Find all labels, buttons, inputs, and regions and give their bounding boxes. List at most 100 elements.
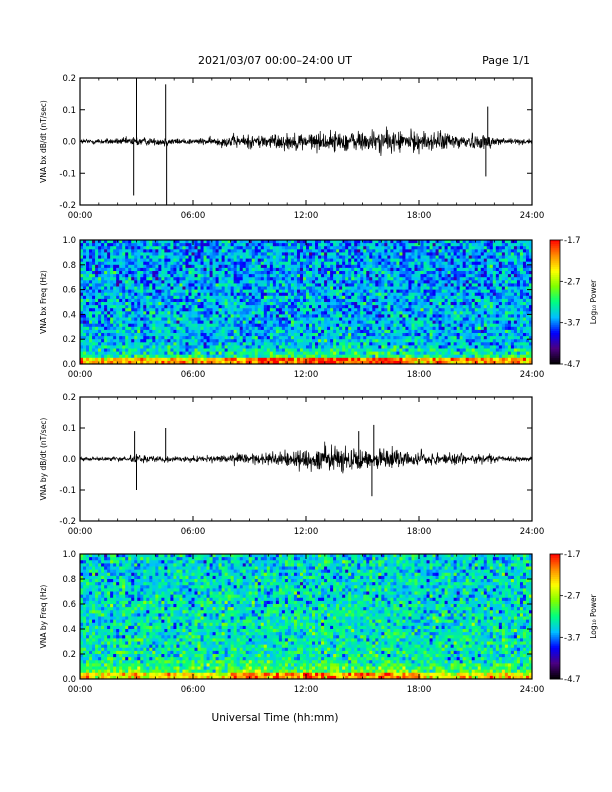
spectrogram-cell bbox=[396, 264, 400, 269]
spectrogram-cell bbox=[423, 336, 427, 340]
spectrogram-cell bbox=[191, 292, 195, 297]
spectrogram-cell bbox=[110, 249, 114, 253]
spectrogram-cell bbox=[411, 348, 415, 352]
spectrogram-cell bbox=[287, 302, 292, 306]
spectrogram-cell bbox=[339, 336, 343, 340]
spectrogram-cell bbox=[116, 336, 120, 340]
spectrogram-cell bbox=[318, 351, 322, 356]
spectrogram-cell bbox=[152, 274, 156, 278]
spectrogram-cell bbox=[333, 261, 337, 266]
spectrogram-cell bbox=[143, 320, 147, 325]
spectrogram-cell bbox=[381, 329, 385, 334]
spectrogram-cell bbox=[236, 255, 241, 259]
spectrogram-cell bbox=[245, 274, 250, 278]
spectrogram-cell bbox=[224, 354, 229, 359]
spectrogram-cell bbox=[342, 289, 346, 294]
spectrogram-cell bbox=[272, 336, 277, 340]
spectrogram-cell bbox=[432, 280, 436, 284]
spectrogram-cell bbox=[170, 311, 174, 315]
spectrogram-cell bbox=[116, 351, 120, 356]
spectrogram-cell bbox=[275, 240, 280, 244]
spectrogram-cell bbox=[218, 311, 223, 315]
spectrogram-cell bbox=[327, 292, 331, 297]
spectrogram-cell bbox=[260, 323, 265, 328]
spectrogram-cell bbox=[339, 258, 343, 263]
spectrogram-cell bbox=[83, 295, 87, 300]
spectrogram-cell bbox=[423, 326, 427, 331]
spectrogram-cell bbox=[327, 255, 331, 259]
spectrogram-cell bbox=[309, 246, 313, 250]
spectrogram-cell bbox=[101, 292, 105, 297]
spectrogram-cell bbox=[278, 351, 283, 356]
spectrogram-cell bbox=[83, 360, 87, 365]
spectrogram-cell bbox=[405, 277, 409, 281]
spectrogram-cell bbox=[134, 283, 138, 287]
spectrogram-cell bbox=[269, 302, 274, 306]
spectrogram-cell bbox=[321, 336, 325, 340]
spectrogram-cell bbox=[432, 326, 436, 331]
spectrogram-cell bbox=[245, 289, 250, 294]
spectrogram-cell bbox=[197, 302, 201, 306]
spectrogram-cell bbox=[399, 261, 403, 266]
spectrogram-cell bbox=[119, 333, 123, 337]
spectrogram-cell bbox=[86, 345, 90, 349]
spectrogram-cell bbox=[176, 243, 180, 247]
spectrogram-cell bbox=[131, 320, 135, 325]
spectrogram-cell bbox=[435, 354, 439, 359]
spectrogram-cell bbox=[101, 271, 105, 275]
spectrogram-cell bbox=[83, 357, 87, 362]
spectrogram-cell bbox=[351, 323, 355, 328]
spectrogram-cell bbox=[284, 298, 289, 303]
spectrogram-cell bbox=[366, 348, 370, 352]
spectrogram-cell bbox=[242, 255, 247, 259]
spectrogram-cell bbox=[86, 339, 90, 343]
spectrogram-cell bbox=[107, 320, 111, 325]
spectrogram-cell bbox=[293, 295, 298, 300]
spectrogram-cell bbox=[233, 271, 238, 275]
spectrogram-cell bbox=[278, 311, 283, 315]
spectrogram-cell bbox=[345, 342, 349, 346]
spectrogram-cell bbox=[140, 317, 144, 321]
spectrogram-cell bbox=[185, 354, 189, 359]
spectrogram-cell bbox=[101, 342, 105, 346]
spectrogram-cell bbox=[348, 252, 352, 256]
spectrogram-cell bbox=[396, 252, 400, 256]
spectrogram-cell bbox=[378, 308, 382, 312]
spectrogram-cell bbox=[239, 298, 244, 303]
spectrogram-cell bbox=[324, 351, 328, 356]
spectrogram-cell bbox=[435, 336, 439, 340]
spectrogram-cell bbox=[339, 308, 343, 312]
spectrogram-cell bbox=[119, 246, 123, 250]
spectrogram-cell bbox=[248, 326, 253, 331]
spectrogram-cell bbox=[113, 326, 117, 331]
spectrogram-cell bbox=[110, 320, 114, 325]
spectrogram-cell bbox=[296, 261, 301, 266]
spectrogram-cell bbox=[224, 267, 229, 272]
spectrogram-cell bbox=[375, 286, 379, 290]
spectrogram-cell bbox=[306, 348, 310, 352]
spectrogram-cell bbox=[381, 336, 385, 340]
spectrogram-cell bbox=[221, 339, 226, 343]
spectrogram-cell bbox=[158, 249, 162, 253]
spectrogram-cell bbox=[438, 317, 442, 321]
spectrogram-cell bbox=[146, 240, 150, 244]
spectrogram-cell bbox=[336, 314, 340, 318]
spectrogram-cell bbox=[128, 348, 132, 352]
spectrogram-cell bbox=[278, 314, 283, 318]
spectrogram-cell bbox=[426, 305, 430, 309]
spectrogram-cell bbox=[354, 339, 358, 343]
spectrogram-cell bbox=[375, 323, 379, 328]
spectrogram-cell bbox=[176, 292, 180, 297]
spectrogram-cell bbox=[348, 348, 352, 352]
spectrogram-cell bbox=[224, 342, 229, 346]
spectrogram-cell bbox=[384, 252, 388, 256]
spectrogram-cell bbox=[312, 342, 316, 346]
spectrogram-cell bbox=[429, 308, 433, 312]
spectrogram-cell bbox=[188, 298, 192, 303]
spectrogram-cell bbox=[408, 333, 412, 337]
spectrogram-cell bbox=[83, 336, 87, 340]
spectrogram-cell bbox=[107, 348, 111, 352]
spectrogram-cell bbox=[92, 345, 96, 349]
spectrogram-cell bbox=[203, 357, 207, 362]
spectrogram-cell bbox=[215, 342, 220, 346]
